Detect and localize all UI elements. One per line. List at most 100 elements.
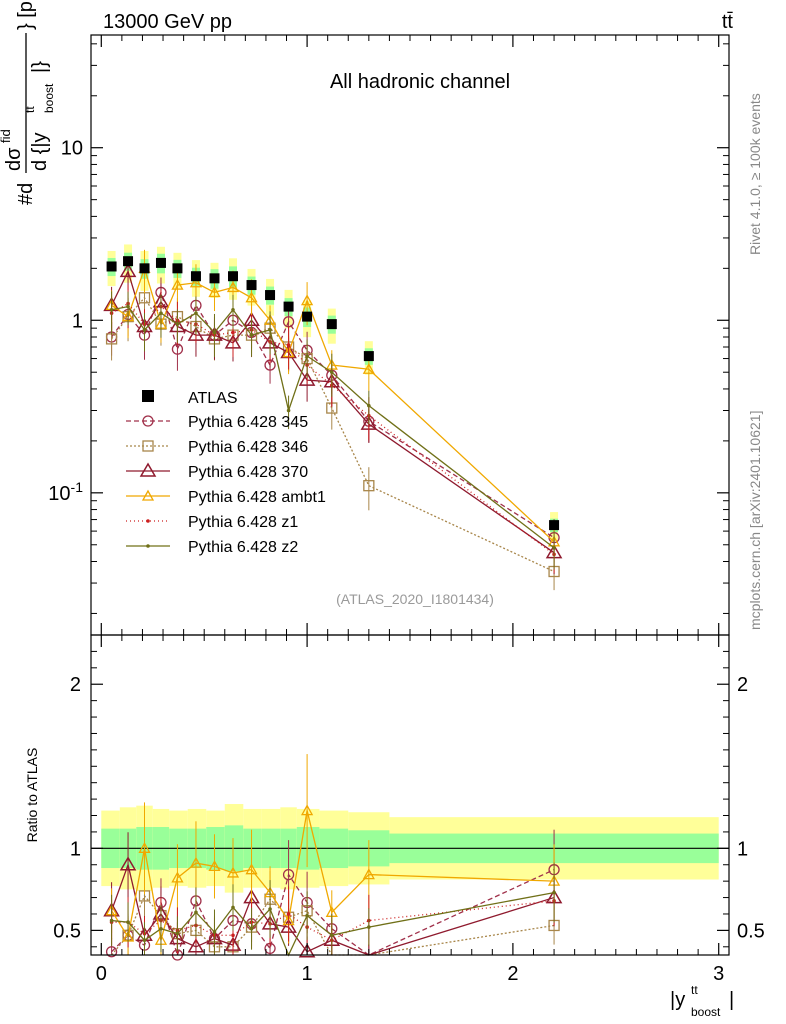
series-marker <box>119 262 137 278</box>
legend-marker <box>142 415 154 427</box>
y-tick-label-main: 1 <box>72 310 83 332</box>
series-marker <box>126 304 130 309</box>
ratio-y-tick-label: 2 <box>70 674 81 696</box>
source-label: mcplots.cern.ch [arXiv:2401.10621] <box>747 411 763 630</box>
data-point <box>172 263 183 274</box>
series-marker <box>231 307 235 312</box>
chart-title: All hadronic channel <box>330 71 510 93</box>
series-marker <box>552 546 556 550</box>
data-point <box>209 273 220 284</box>
y-label-prefix: #d <box>15 183 37 205</box>
main-panel: 10-1 1 10 All hadronic channel (ATLAS_2020… <box>0 0 730 636</box>
data-point <box>228 271 239 282</box>
series-marker <box>109 307 114 312</box>
legend-marker <box>146 544 150 548</box>
series-marker <box>249 333 254 337</box>
ratio-frame <box>90 634 730 956</box>
series-marker <box>367 403 371 408</box>
legend-marker-atlas <box>142 390 154 402</box>
ratio-marker <box>226 866 240 878</box>
ratio-y-tick-label-right: 2 <box>737 674 748 696</box>
x-label-sup: tt <box>691 983 698 997</box>
main-data-points <box>106 256 560 531</box>
ratio-marker <box>286 912 291 916</box>
ratio-series-5 <box>109 862 556 957</box>
series-marker <box>305 354 309 358</box>
data-point <box>123 256 134 267</box>
data-point <box>155 257 166 268</box>
data-point <box>326 319 337 330</box>
y-label-denominator: d {|y <box>29 132 51 171</box>
analysis-label: (ATLAS_2020_I1801434) <box>336 591 494 607</box>
series-marker <box>189 276 203 288</box>
series-marker <box>212 330 217 335</box>
ratio-marker <box>300 804 314 816</box>
ratio-marker <box>189 856 203 868</box>
rivet-label: Rivet 4.1.0, ≥ 100k events <box>747 93 763 255</box>
ratio-marker <box>142 938 147 943</box>
ratio-panel: 0.5 0.5 1 1 2 2 Ratio to ATLAS 0 1 2 3 |y tt boo… <box>24 634 765 1019</box>
ratio-marker <box>126 920 130 924</box>
series-3 <box>105 249 561 567</box>
legend-label: Pythia 6.428 z1 <box>188 514 298 531</box>
y-label-den-close: |} <box>29 61 51 73</box>
series-marker <box>362 362 375 374</box>
ratio-marker <box>367 925 371 929</box>
ratio-marker <box>268 907 272 911</box>
data-point <box>549 520 560 531</box>
ratio-marker <box>159 926 163 931</box>
y-axis-label-main: #d dσ fid d {|y tt boost |} } [pb] <box>0 0 56 205</box>
data-point <box>139 263 150 274</box>
y-label-numerator: dσ <box>3 147 25 171</box>
x-axis-label: |y tt boost | <box>670 983 734 1019</box>
legend-label: Pythia 6.428 z2 <box>188 539 298 556</box>
ratio-marker <box>105 946 118 958</box>
series-marker <box>226 281 240 293</box>
ratio-marker <box>249 926 254 931</box>
process-label: tt̄ <box>722 11 734 33</box>
legend-marker <box>139 462 157 477</box>
ratio-ticks: 0.5 0.5 1 1 2 2 <box>53 635 765 955</box>
data-point <box>302 311 313 322</box>
series-marker <box>194 311 198 315</box>
series-marker <box>329 370 334 375</box>
legend: ATLAS Pythia 6.428 345 Pythia 6.428 346 Pyt… <box>126 390 326 556</box>
series-2 <box>103 256 563 575</box>
y-label-num-sup: fid <box>0 129 13 143</box>
series-marker <box>231 330 235 335</box>
data-point <box>265 290 276 301</box>
y-label-den-sup: tt <box>23 106 37 113</box>
data-point <box>283 301 294 312</box>
x-tick-labels: 0 1 2 3 <box>96 963 725 985</box>
series-marker <box>171 278 184 290</box>
x-tick-label: 1 <box>302 963 313 985</box>
main-frame <box>90 34 730 636</box>
legend-label: Pythia 6.428 ambt1 <box>188 489 326 506</box>
series-marker <box>159 311 163 315</box>
ratio-y-tick-label: 0.5 <box>53 920 81 942</box>
y-tick-label-main: 10 <box>61 138 83 160</box>
x-label-sub: boost <box>691 1005 721 1019</box>
series-marker <box>245 291 258 303</box>
ratio-marker <box>194 910 198 915</box>
legend-label-atlas: ATLAS <box>188 390 238 407</box>
legend-marker <box>141 489 155 501</box>
ratio-marker <box>245 863 258 875</box>
data-point <box>106 261 117 272</box>
ratio-y-tick-label-right: 0.5 <box>737 920 765 942</box>
series-marker <box>363 480 375 492</box>
series-marker <box>268 328 272 332</box>
ratio-y-tick-label-right: 1 <box>737 838 748 860</box>
ratio-marker <box>282 868 295 881</box>
series-marker <box>286 343 291 347</box>
ratio-marker <box>329 933 334 938</box>
x-tick-label: 2 <box>507 963 518 985</box>
y-axis-label-ratio: Ratio to ATLAS <box>24 748 40 843</box>
x-label-open: |y <box>670 989 685 1011</box>
data-point <box>246 280 257 291</box>
series-marker <box>298 371 316 386</box>
legend-label: Pythia 6.428 345 <box>188 414 308 431</box>
legend-label: Pythia 6.428 370 <box>188 464 308 481</box>
ratio-marker <box>138 841 151 853</box>
ratio-marker <box>231 905 235 910</box>
